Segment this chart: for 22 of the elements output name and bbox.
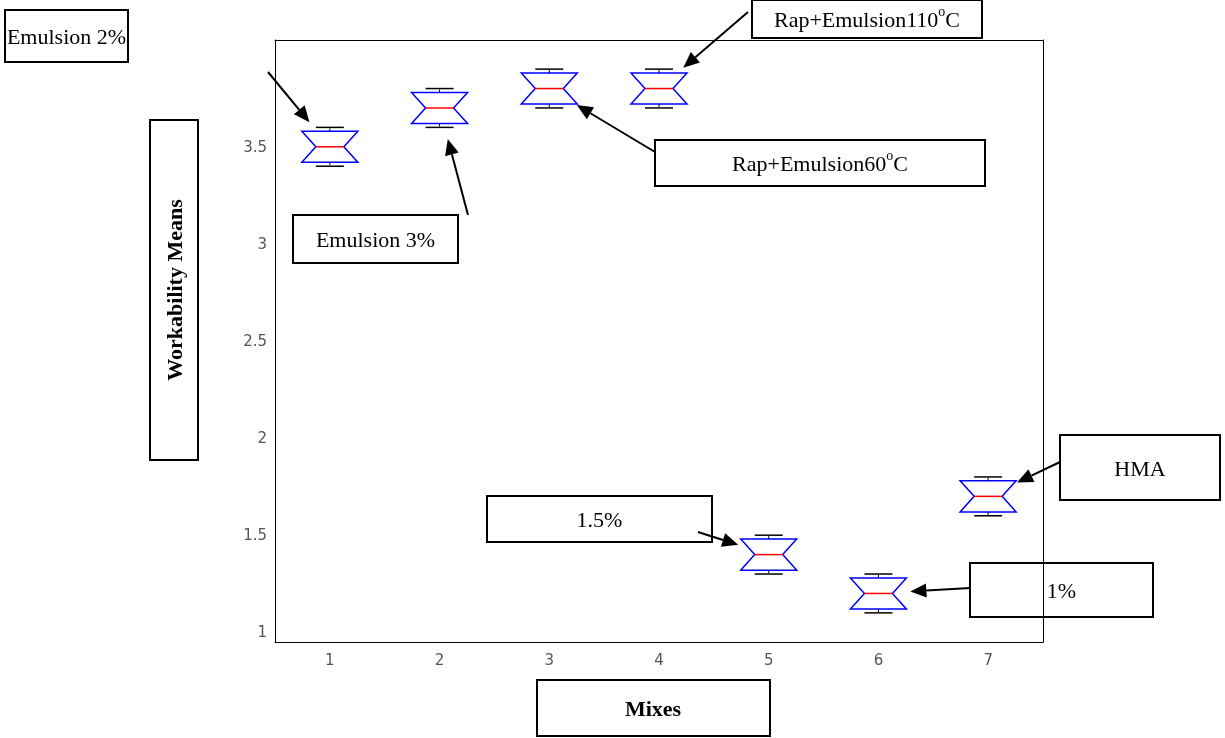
annotation: 1.5% <box>576 506 623 532</box>
y-tick-label: 2 <box>257 429 267 448</box>
y-tick-label: 1 <box>257 623 267 642</box>
x-tick-label: 3 <box>544 650 555 669</box>
text: Rap+Emulsion110$^{o}$C <box>773 4 961 32</box>
x-tick-label: 5 <box>763 650 774 669</box>
x-tick-label: 4 <box>654 650 664 669</box>
text: HMA <box>1114 455 1166 480</box>
y-tick-label: 2.5 <box>243 332 267 350</box>
annotation: Emulsion 3% <box>315 226 436 252</box>
y-tick-label: 3.5 <box>243 137 267 156</box>
x-axis-title: Mixes <box>624 695 682 721</box>
x-tick-label: 2 <box>434 650 445 669</box>
text: 1% <box>1046 577 1077 603</box>
y-axis-title: Workability Means <box>161 198 187 381</box>
x-tick-label: 1 <box>325 650 335 669</box>
text: Emulsion 2% <box>6 23 127 49</box>
x-tick-label: 7 <box>983 650 993 669</box>
y-tick-label: 1.5 <box>243 526 267 545</box>
x-tick-label: 6 <box>873 650 884 669</box>
annotation: Rap+Emulsion60$^{o}$C <box>732 148 908 176</box>
y-tick-label: 3 <box>257 234 267 253</box>
